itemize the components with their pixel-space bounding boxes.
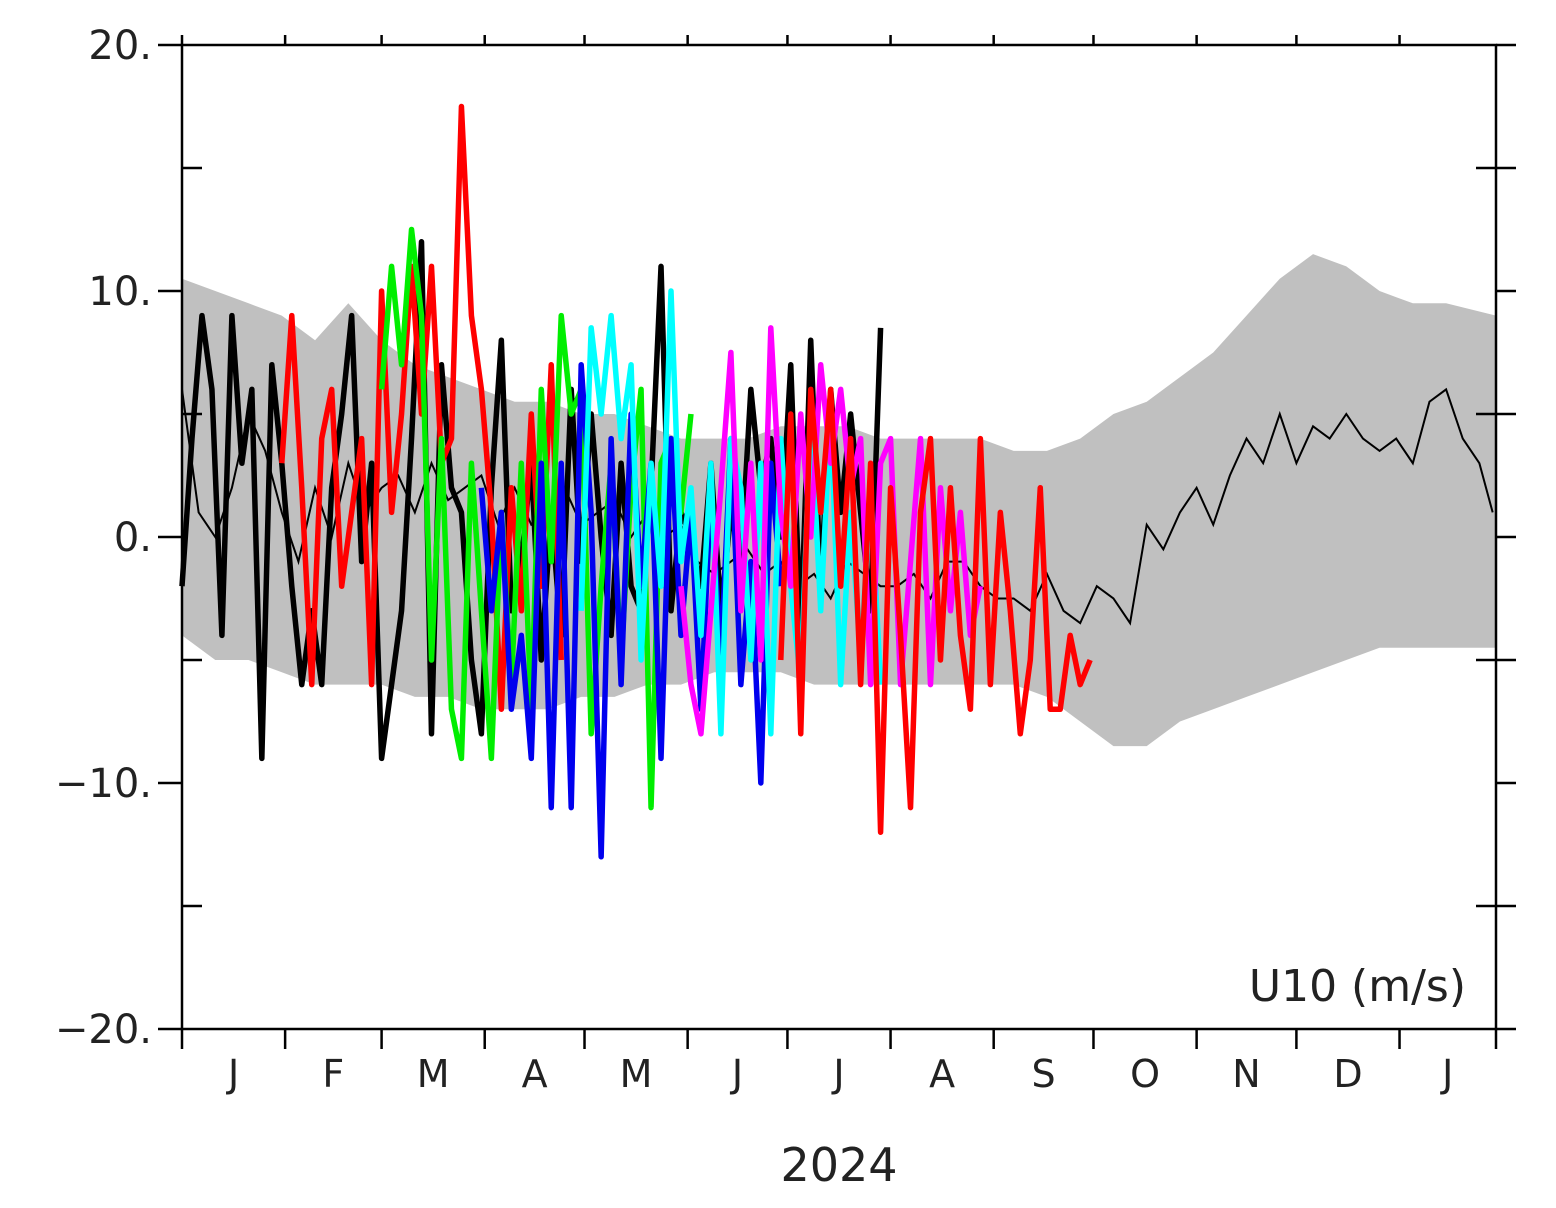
y-tick-label: 0. (114, 515, 152, 561)
y-tick-label: 10. (88, 269, 152, 315)
y-tick-labels: −20. −10. 0. 10. 20. (55, 23, 152, 1053)
x-month-label: A (929, 1052, 955, 1096)
series-line-7 (778, 386, 1093, 835)
y-tick-label: −10. (55, 761, 152, 807)
x-month-label: O (1130, 1052, 1160, 1096)
y-tick-label: −20. (55, 1007, 152, 1053)
series-line-6 (678, 325, 984, 737)
x-month-label: S (1032, 1052, 1056, 1096)
forecast-series-layer (179, 103, 1093, 860)
y-tick-label: 20. (88, 23, 152, 69)
x-month-label: J (1440, 1052, 1453, 1096)
series-line-2 (279, 103, 564, 712)
x-month-label: A (522, 1052, 548, 1096)
x-month-label: N (1232, 1052, 1260, 1096)
x-axis-label: 2024 (780, 1138, 897, 1192)
axis-ticks (158, 35, 1516, 1049)
x-month-label: D (1333, 1052, 1362, 1096)
x-month-label: M (620, 1052, 653, 1096)
variable-annotation: U10 (m/s) (1249, 961, 1466, 1012)
x-month-label: J (831, 1052, 844, 1096)
x-month-label: J (226, 1052, 239, 1096)
x-month-label: M (417, 1052, 450, 1096)
x-month-label: F (322, 1052, 344, 1096)
x-month-label: J (730, 1052, 743, 1096)
